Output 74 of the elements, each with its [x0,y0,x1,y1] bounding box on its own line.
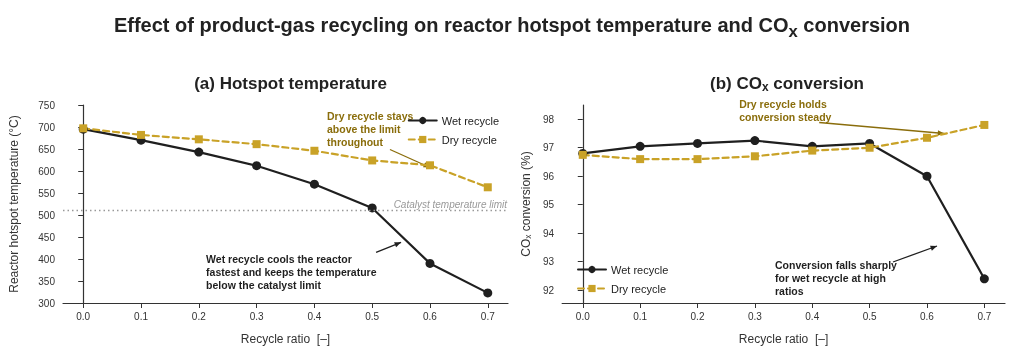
y-tick-label: 97 [543,142,555,154]
chart-title: (b) COx conversion [710,74,864,94]
x-tick-label: 0.2 [690,310,705,322]
point [425,258,435,268]
ref-line-label: Catalyst temperature limit [393,199,509,211]
y-tick-label: 350 [38,275,56,287]
point [980,120,989,129]
annotation: Conversion falls sharply for wet recycle at high ratios [775,258,898,297]
x-axis-title: Recycle ratio [–] [240,332,331,346]
y-tick-label: 98 [543,113,555,125]
y-tick-label: 400 [38,253,56,265]
y-tick-label: 93 [543,256,555,268]
point [979,274,989,284]
y-tick-label: 600 [38,165,56,177]
y-tick-label: 300 [38,297,56,309]
x-tick-label: 0.5 [365,310,380,322]
point [194,135,203,144]
point [808,146,817,155]
y-tick-label: 550 [38,187,56,199]
x-tick-label: 0.2 [191,310,207,322]
legend-label: Wet recycle [611,263,669,276]
point [194,147,204,157]
y-tick-label: 500 [38,209,56,221]
point [636,155,645,164]
x-tick-label: 0.6 [423,310,438,322]
legend-label: Dry recycle [611,282,667,295]
y-axis-title: Reactor hotspot temperature (°C) [7,115,21,293]
point [750,152,759,161]
x-axis-title: Recycle ratio [–] [738,332,829,346]
x-tick-label: 0.7 [480,310,496,322]
point [309,179,319,189]
x-tick-label: 0.3 [249,310,264,322]
annotation: Dry recycle holds conversion steady [739,97,832,123]
x-tick-label: 0.1 [134,310,149,322]
annotation: Dry recycle stays above the limit throughout [326,109,414,148]
x-tick-label: 0.6 [920,310,935,322]
x-tick-label: 0.1 [633,310,648,322]
point [137,130,146,139]
y-tick-label: 92 [543,284,555,296]
y-tick-label: 450 [38,231,56,243]
annotation: Wet recycle cools the reactor fastest and keeps the temperature below the catalyst limit [206,252,377,291]
y-tick-label: 95 [543,199,555,211]
point [252,140,261,149]
x-tick-label: 0.4 [805,310,820,322]
point [483,288,493,298]
point [693,138,703,148]
point [922,171,932,181]
point [865,143,874,152]
x-tick-label: 0.0 [575,310,591,322]
point [922,133,931,142]
y-tick-label: 94 [543,227,555,239]
point [252,161,262,171]
point [425,161,434,170]
x-tick-label: 0.4 [307,310,322,322]
point [635,141,645,151]
y-tick-label: 700 [38,121,56,133]
y-tick-label: 96 [543,170,555,182]
point [367,203,377,213]
x-tick-label: 0.5 [862,310,877,322]
point [483,183,492,192]
y-tick-label: 650 [38,143,56,155]
y-axis-title: COx conversion (%) [519,151,534,257]
point [693,155,702,164]
x-tick-label: 0.3 [747,310,763,322]
chart-title: (a) Hotspot temperature [194,74,387,93]
y-tick-label: 750 [38,99,56,111]
legend-label: Wet recycle [441,114,500,127]
text: Effect of product-gas recycling on reactor hotspot temperature and CO$_{x}$ conversion [112,14,912,42]
point [310,146,319,155]
point [368,156,377,165]
x-tick-label: 0.0 [76,310,91,322]
legend-label: Dry recycle [441,133,497,146]
point [750,136,760,146]
x-tick-label: 0.7 [977,310,992,322]
